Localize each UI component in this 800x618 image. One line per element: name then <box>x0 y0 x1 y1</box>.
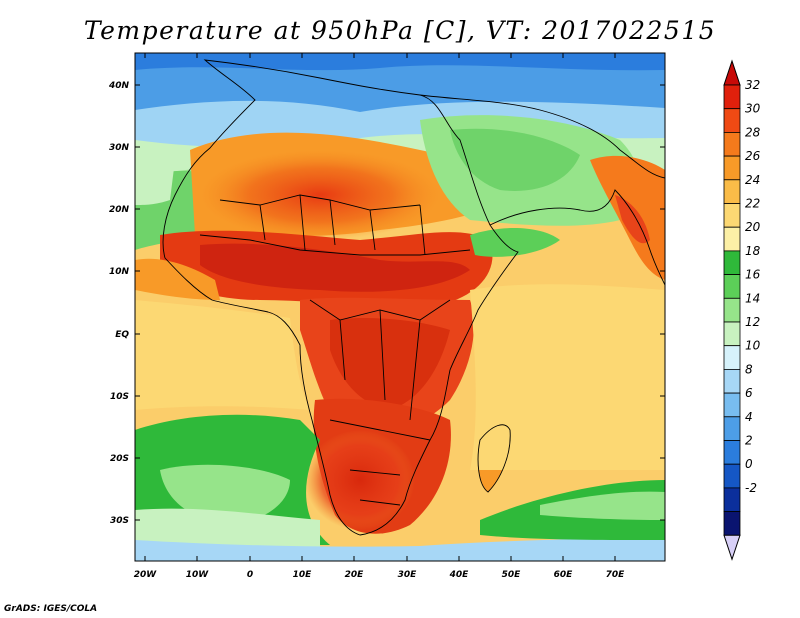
lon-label: 0 <box>247 570 253 580</box>
colorbar-label: 6 <box>745 386 753 400</box>
colorbar-swatch <box>723 179 741 204</box>
lon-label: 20W <box>134 570 158 580</box>
lon-label: 20E <box>345 570 365 580</box>
lat-label: 30S <box>110 516 129 526</box>
colorbar-swatch <box>723 463 741 489</box>
colorbar-label: 24 <box>745 173 760 187</box>
colorbar-label: 30 <box>745 102 761 116</box>
lat-label: 20S <box>110 454 129 464</box>
lat-label: 10S <box>110 392 129 402</box>
colorbar-label: 4 <box>745 410 753 424</box>
lat-label: EQ <box>115 330 129 340</box>
colorbar-swatch <box>723 108 741 133</box>
colorbar-swatch <box>723 131 741 157</box>
colorbar-bottom-arrow <box>723 534 741 561</box>
colorbar-swatch <box>723 250 741 275</box>
colorbar-swatch <box>723 321 741 347</box>
colorbar-swatch <box>723 511 741 536</box>
map-frame <box>134 52 666 562</box>
colorbar-label: 14 <box>745 291 760 305</box>
grads-credit: GrADS: IGES/COLA <box>4 604 98 614</box>
map-title: Temperature at 950hPa [C], VT: 201702251… <box>83 16 717 45</box>
colorbar-label: 16 <box>745 268 761 282</box>
colorbar-swatch <box>723 487 741 512</box>
colorbar-label: 12 <box>745 315 760 329</box>
colorbar-label: 22 <box>745 197 760 211</box>
colorbar-label: 32 <box>745 78 760 92</box>
colorbar-swatch <box>723 416 741 441</box>
map-field <box>135 53 665 561</box>
colorbar-label: 20 <box>745 220 761 234</box>
colorbar-label: 28 <box>745 125 761 139</box>
colorbar-label: 0 <box>745 457 753 471</box>
lon-label: 40E <box>449 570 470 580</box>
colorbar-label: 2 <box>745 434 753 448</box>
colorbar-swatch <box>723 274 741 299</box>
colorbar-swatch <box>723 345 741 370</box>
latitude-ticks: 40N 30N 20N 10N EQ 10S 20S 30S <box>108 81 665 526</box>
lat-label: 30N <box>109 143 130 153</box>
colorbar-swatch <box>723 226 741 252</box>
colorbar-swatch <box>723 84 741 110</box>
colorbar-swatch <box>723 203 741 228</box>
colorbar-swatch <box>723 155 741 181</box>
colorbar-swatch <box>723 368 741 394</box>
colorbar-swatch <box>723 392 741 418</box>
longitude-ticks: 20W 10W 0 10E 20E 30E 40E 50E 60E 70E <box>134 53 625 580</box>
colorbar-label: 18 <box>745 244 761 258</box>
lon-label: 10W <box>186 570 210 580</box>
lat-label: 10N <box>109 267 130 277</box>
colorbar-swatch <box>723 440 741 465</box>
lon-label: 10E <box>293 570 313 580</box>
colorbar-label: 26 <box>745 149 761 163</box>
lat-label: 40N <box>108 81 130 91</box>
lon-label: 30E <box>398 570 418 580</box>
colorbar-label: 8 <box>745 362 753 376</box>
colorbar-top-arrow <box>723 59 741 86</box>
lon-label: 60E <box>554 570 574 580</box>
colorbar-label: -2 <box>745 481 757 495</box>
coastlines <box>162 59 665 536</box>
lon-label: 50E <box>502 570 522 580</box>
colorbar-swatch <box>723 297 741 323</box>
colorbar-label: 10 <box>745 339 761 353</box>
lon-label: 70E <box>606 570 626 580</box>
lat-label: 20N <box>109 205 130 215</box>
